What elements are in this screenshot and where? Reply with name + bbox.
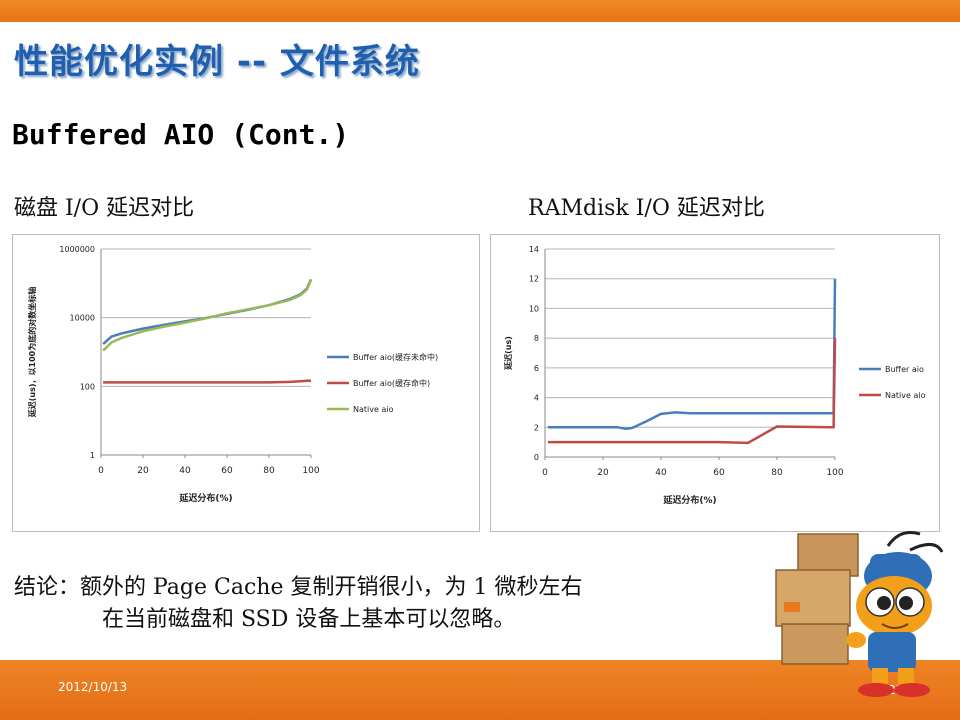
ramdisk-latency-chart-svg: 0 2 4 6 8 10 12 14 0 20 40 60 80 100 延迟分布(%) 延迟(us) Buff… <box>503 245 926 506</box>
disk-latency-chart: 1 100 10000 1000000 0 20 40 60 80 100 延迟分布(%) 延迟(us… <box>12 234 480 532</box>
slide-subtitle: Buffered AIO (Cont.) <box>12 118 350 151</box>
disk-y-tick-label: 10000 <box>70 314 95 323</box>
ramdisk-y-tick-label: 4 <box>534 394 539 403</box>
ramdisk-y-tick-label: 12 <box>529 275 539 284</box>
disk-y-tick-label: 100 <box>80 382 95 391</box>
disk-y-tick-label: 1 <box>90 451 95 460</box>
ramdisk-series-line-2 <box>547 338 837 445</box>
ramdisk-y-tick-label: 8 <box>534 334 539 343</box>
disk-x-tick-label: 80 <box>263 466 275 476</box>
disk-legend-label-3: Native aio <box>353 405 394 414</box>
ramdisk-x-axis-label: 延迟分布(%) <box>662 494 716 506</box>
ramdisk-y-tick-label: 2 <box>534 423 539 432</box>
right-chart-heading: RAMdisk I/O 延迟对比 <box>528 196 765 221</box>
disk-legend-label-1: Buffer aio(缓存未命中) <box>353 352 438 362</box>
left-chart-heading: 磁盘 I/O 延迟对比 <box>14 196 195 221</box>
disk-series-line-3 <box>102 279 313 352</box>
ramdisk-x-tick-label: 100 <box>826 468 843 478</box>
conclusion: 结论：额外的 Page Cache 复制开销很小，为 1 微秒左右 在当前磁盘和… <box>14 572 582 636</box>
ramdisk-legend-label-1: Buffer aio <box>885 365 924 374</box>
disk-x-axis-label: 延迟分布(%) <box>178 492 232 504</box>
disk-legend-label-2: Buffer aio(缓存命中) <box>353 378 430 388</box>
disk-y-tick-label: 1000000 <box>59 245 95 254</box>
slide-title: 性能优化实例 -- 文件系统 <box>14 42 420 82</box>
ramdisk-latency-chart: 0 2 4 6 8 10 12 14 0 20 40 60 80 100 延迟分布(%) 延迟(us) Buff… <box>490 234 940 532</box>
disk-x-tick-label: 100 <box>302 466 319 476</box>
ramdisk-y-tick-label: 14 <box>529 245 539 254</box>
disk-x-tick-label: 0 <box>98 466 104 476</box>
ramdisk-x-tick-label: 40 <box>655 468 667 478</box>
bottom-banner <box>0 660 960 720</box>
footer-date: 2012/10/13 <box>58 680 128 694</box>
top-banner <box>0 0 960 22</box>
ant-mascot-carrying-boxes-icon <box>775 531 944 697</box>
ramdisk-y-axis-label: 延迟(us) <box>503 336 513 371</box>
disk-series-line-2 <box>103 379 311 384</box>
disk-x-tick-label: 60 <box>221 466 233 476</box>
conclusion-line-2: 在当前磁盘和 SSD 设备上基本可以忽略。 <box>102 607 516 632</box>
ramdisk-x-tick-label: 80 <box>771 468 783 478</box>
disk-y-axis-label: 延迟(us)，以100为底的对数坐标轴 <box>27 287 37 418</box>
ramdisk-y-tick-label: 0 <box>534 453 539 462</box>
ramdisk-x-tick-label: 60 <box>713 468 725 478</box>
ramdisk-series-line-1 <box>547 278 837 431</box>
disk-latency-chart-svg: 1 100 10000 1000000 0 20 40 60 80 100 延迟分布(%) 延迟(us… <box>27 245 438 504</box>
disk-x-tick-label: 40 <box>179 466 191 476</box>
conclusion-line-1: 结论：额外的 Page Cache 复制开销很小，为 1 微秒左右 <box>14 575 583 600</box>
ramdisk-legend-label-2: Native aio <box>885 391 926 400</box>
disk-x-tick-label: 20 <box>137 466 149 476</box>
ramdisk-x-tick-label: 20 <box>597 468 609 478</box>
ramdisk-x-tick-label: 0 <box>542 468 548 478</box>
ramdisk-y-tick-label: 6 <box>534 364 539 373</box>
ramdisk-y-tick-label: 10 <box>529 304 539 313</box>
